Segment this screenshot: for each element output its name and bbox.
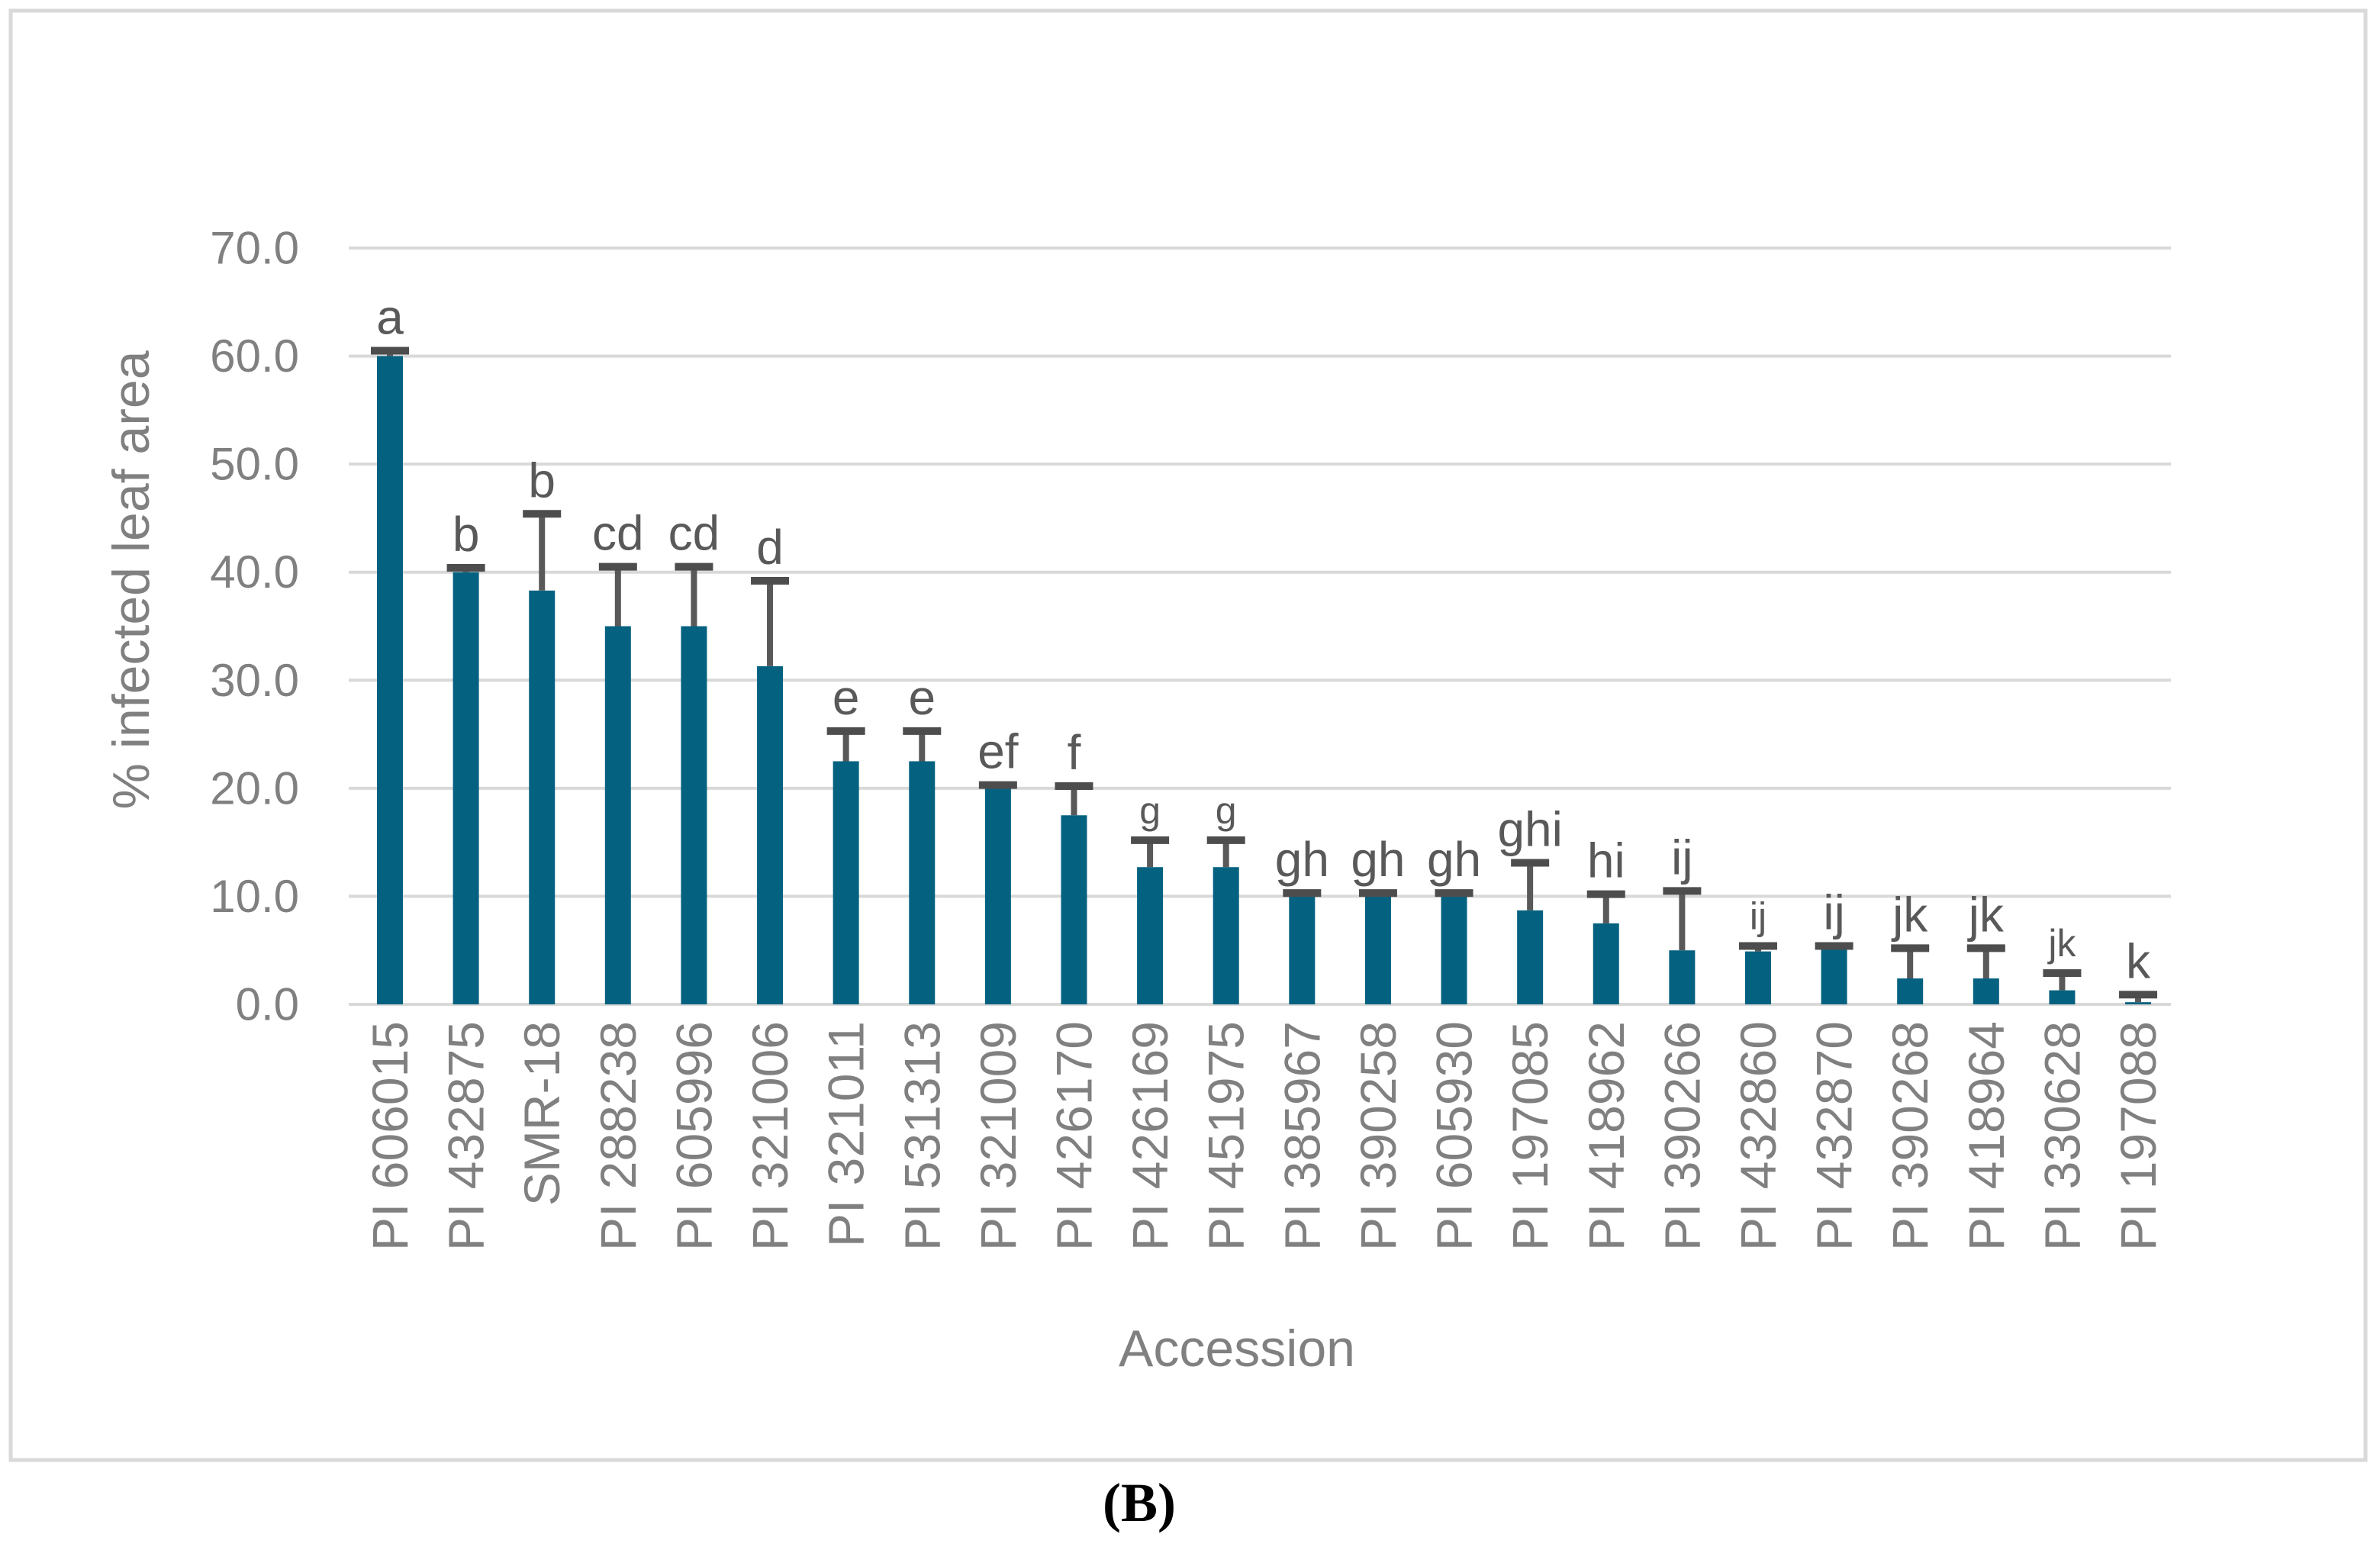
- x-tick-label: PI 321009: [970, 1021, 1026, 1251]
- bar: [833, 761, 859, 1004]
- bar: [1289, 896, 1316, 1004]
- x-tick-label: PI 390266: [1654, 1021, 1710, 1251]
- significance-letter: g: [1139, 789, 1161, 832]
- bar: [1061, 815, 1087, 1004]
- significance-letter: cd: [668, 506, 720, 561]
- x-tick-label: PI 426170: [1045, 1021, 1102, 1251]
- bar: [681, 626, 707, 1004]
- significance-letter: ghi: [1497, 802, 1562, 857]
- bar: [452, 572, 479, 1004]
- x-tick-label: PI 426169: [1122, 1021, 1178, 1251]
- bar: [757, 666, 784, 1004]
- significance-letter: e: [908, 670, 936, 725]
- x-tick-label: PI 605996: [665, 1021, 722, 1251]
- y-tick-label: 70.0: [210, 223, 299, 274]
- bar: [1593, 923, 1619, 1004]
- x-tick-label: PI 390258: [1350, 1021, 1406, 1251]
- bar: [1441, 896, 1467, 1004]
- figure-border: [8, 8, 2368, 1462]
- x-tick-label: PI 606015: [362, 1021, 418, 1251]
- bar: [1897, 978, 1924, 1004]
- y-tick-label: 50.0: [210, 439, 299, 490]
- x-tick-label: PI 432860: [1730, 1021, 1786, 1251]
- x-tick-label: SMR-18: [514, 1021, 570, 1206]
- bar: [1364, 896, 1391, 1004]
- significance-letter: gh: [1351, 832, 1405, 887]
- x-tick-label: PI 432875: [438, 1021, 494, 1251]
- y-tick-label: 30.0: [210, 655, 299, 706]
- bar: [1973, 978, 1999, 1004]
- significance-letter: gh: [1275, 832, 1329, 887]
- y-tick-label: 40.0: [210, 546, 299, 598]
- y-tick-label: 0.0: [236, 979, 299, 1030]
- bar: [909, 761, 936, 1004]
- y-tick-label: 20.0: [210, 762, 299, 814]
- significance-letter: f: [1068, 725, 1081, 780]
- x-tick-label: PI 197088: [2110, 1021, 2166, 1251]
- significance-letter: b: [528, 453, 556, 508]
- bar: [1517, 910, 1544, 1004]
- significance-letter: g: [1216, 789, 1237, 832]
- significance-letter: ef: [977, 724, 1019, 779]
- x-tick-label: PI 390268: [1882, 1021, 1938, 1251]
- x-tick-label: PI 330628: [2034, 1021, 2090, 1251]
- x-tick-label: PI 418962: [1578, 1021, 1634, 1251]
- x-tick-label: PI 385967: [1274, 1021, 1330, 1251]
- x-axis-title: Accession: [1119, 1320, 1355, 1378]
- bar: [2049, 990, 2076, 1004]
- significance-letter: k: [2126, 933, 2151, 988]
- x-tick-label: PI 451975: [1198, 1021, 1254, 1251]
- x-tick-label: PI 418964: [1958, 1021, 2014, 1251]
- bar: [529, 590, 556, 1004]
- significance-letter: cd: [592, 506, 644, 561]
- bar: [604, 626, 631, 1004]
- bar: [1213, 867, 1239, 1004]
- significance-letter: ij: [1823, 885, 1844, 940]
- significance-letter: gh: [1427, 832, 1481, 887]
- x-tick-label: PI 197085: [1502, 1021, 1558, 1251]
- significance-letter: jk: [1967, 887, 2005, 942]
- bar: [984, 788, 1011, 1004]
- x-tick-label: PI 432870: [1806, 1021, 1863, 1251]
- bar: [2125, 1002, 2152, 1004]
- significance-letter: e: [833, 670, 860, 725]
- y-axis-title: % infected leaf area: [102, 350, 160, 809]
- bar: [377, 356, 403, 1005]
- significance-letter: jk: [1891, 887, 1928, 942]
- x-tick-label: PI 605930: [1426, 1021, 1483, 1251]
- significance-letter: ij: [1671, 830, 1692, 885]
- bar: [1821, 949, 1847, 1004]
- panel-label: (B): [1103, 1472, 1176, 1533]
- bar: [1669, 950, 1696, 1004]
- significance-letter: a: [376, 290, 404, 345]
- significance-letter: d: [756, 520, 784, 575]
- significance-letter: b: [452, 507, 480, 562]
- x-tick-label: PI 321011: [818, 1021, 874, 1247]
- y-tick-label: 60.0: [210, 330, 299, 382]
- y-tick-label: 10.0: [210, 871, 299, 922]
- x-tick-label: PI 321006: [742, 1021, 798, 1251]
- bar: [1137, 867, 1164, 1004]
- bar: [1744, 951, 1771, 1004]
- x-tick-label: PI 288238: [590, 1021, 646, 1251]
- significance-letter: hi: [1587, 833, 1625, 888]
- significance-letter: jk: [2047, 922, 2076, 965]
- significance-letter: ij: [1750, 895, 1766, 938]
- x-tick-label: PI 531313: [894, 1021, 950, 1251]
